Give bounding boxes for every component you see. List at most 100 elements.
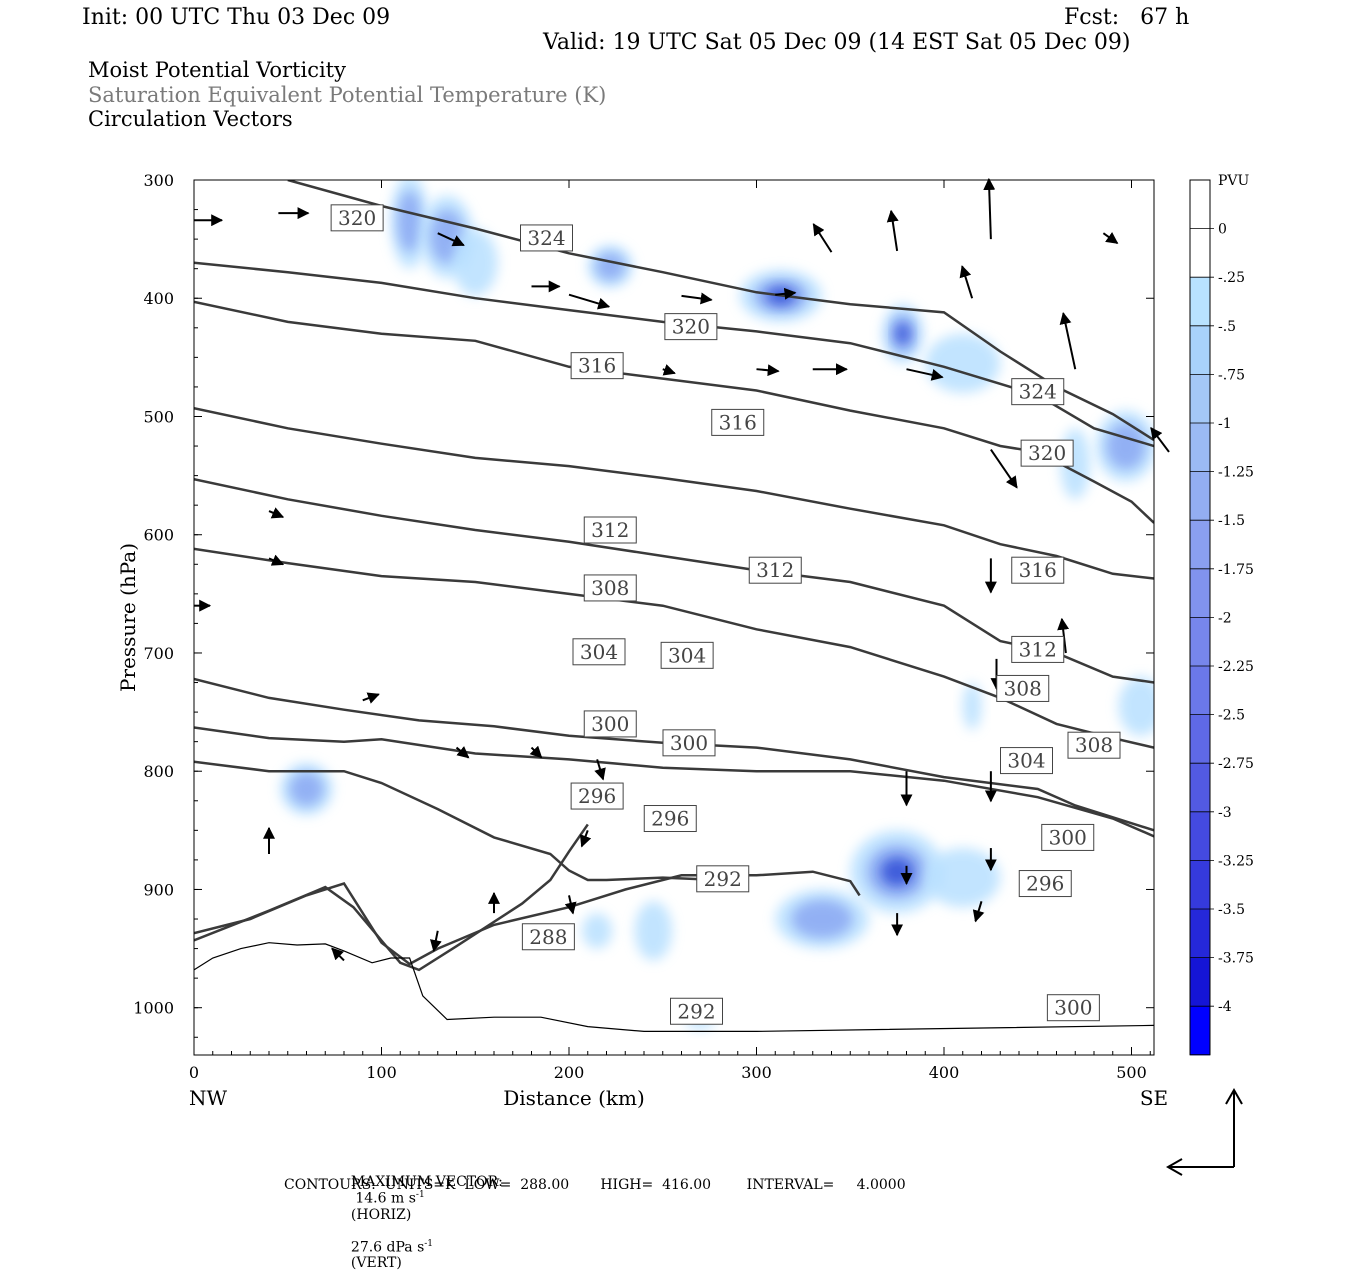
colorbar-label: -1.5 xyxy=(1218,513,1245,529)
y-tick-label: 700 xyxy=(143,644,174,663)
max-vector-vert: 27.6 dPa s xyxy=(350,1239,425,1256)
colorbar-label: -.25 xyxy=(1218,270,1245,286)
colorbar-swatch xyxy=(1190,617,1210,667)
theta-contour-300 xyxy=(194,726,1154,838)
x-tick-label: 200 xyxy=(554,1063,585,1082)
colorbar-label: -.75 xyxy=(1218,367,1245,383)
contour-label: 320 xyxy=(664,313,718,341)
y-tick-label: 400 xyxy=(143,289,174,308)
colorbar-swatch xyxy=(1190,666,1210,716)
pv-blob xyxy=(1118,676,1154,736)
circulation-vector xyxy=(529,745,543,759)
pv-blob xyxy=(289,772,324,806)
y-tick-label: 500 xyxy=(143,407,174,426)
pv-blob xyxy=(595,252,625,281)
y-tick-label: 900 xyxy=(143,880,174,899)
contour-label: 316 xyxy=(570,352,624,380)
x-tick-label: 300 xyxy=(741,1063,772,1082)
contour-label-text: 312 xyxy=(591,518,629,542)
contour-label-text: 296 xyxy=(578,784,616,808)
theta-contour-324 xyxy=(194,261,1154,448)
colorbar-label: -.5 xyxy=(1218,319,1236,335)
y-axis-title: Pressure (hPa) xyxy=(116,543,140,692)
y-tick-label: 1000 xyxy=(133,999,174,1018)
contour-label-text: 312 xyxy=(1019,637,1057,661)
contour-label: 300 xyxy=(662,729,716,757)
colorbar-label: -1 xyxy=(1218,416,1232,432)
contour-label-text: 324 xyxy=(527,226,565,250)
y-tick-label: 300 xyxy=(143,171,174,190)
circulation-vector xyxy=(437,232,465,247)
contour-label: 300 xyxy=(1046,994,1100,1022)
circulation-vector xyxy=(1102,232,1119,245)
contour-label-text: 316 xyxy=(578,354,616,378)
axes: 0 100 200 300 400 500 300 400 500 600 700 800 900 100… xyxy=(116,171,1168,1110)
contour-label-text: 316 xyxy=(1019,558,1057,582)
contour-label: 300 xyxy=(583,710,637,738)
circulation-vector xyxy=(455,746,470,759)
contour-label: 296 xyxy=(570,782,624,810)
circulation-vector xyxy=(812,223,833,253)
pv-colorbar: PVU 0 -.25 -.5 -.75 -1 -1.25 -1.5 -1.75 -2 -2.25 -2… xyxy=(1189,173,1254,1056)
max-vector-vert-unit: (VERT) xyxy=(350,1255,402,1271)
circulation-vector xyxy=(990,449,1018,489)
colorbar-label: 0 xyxy=(1218,222,1227,238)
contour-label: 308 xyxy=(1067,731,1121,759)
contour-label-text: 320 xyxy=(338,206,376,230)
pv-blob xyxy=(962,682,982,730)
x-tick-label: 500 xyxy=(1116,1063,1147,1082)
contour-label-text: 320 xyxy=(672,315,710,339)
circulation-vector xyxy=(362,692,380,704)
x-axis-title: Distance (km) xyxy=(503,1086,645,1110)
max-vector-note: MAXIMUM VECTOR: 14.6 m s-1 (HORIZ) 27.6 … xyxy=(342,1158,503,1271)
unit-exponent: -1 xyxy=(424,1238,434,1249)
colorbar-label: -2.5 xyxy=(1218,708,1245,724)
pv-blob xyxy=(791,899,853,939)
contour-label-text: 316 xyxy=(719,410,757,434)
contour-label-text: 304 xyxy=(580,640,618,664)
reference-vector-icon xyxy=(1165,1087,1243,1176)
cross-section-chart: 320 324 320 316 316 324 320 316 312 312 308 312 304 3… xyxy=(116,171,1254,1176)
colorbar-swatch xyxy=(1190,520,1210,570)
circulation-vector xyxy=(756,364,780,377)
theta-contour-292 xyxy=(194,870,861,966)
x-end-label-nw: NW xyxy=(189,1086,228,1110)
pv-blob xyxy=(880,857,914,887)
circulation-vector xyxy=(268,507,285,519)
contour-info: CONTOURS: UNITS=K LOW= 288.00 HIGH= 416.… xyxy=(284,1177,906,1193)
contour-label: 296 xyxy=(643,805,697,833)
colorbar-label: -3.5 xyxy=(1218,902,1245,918)
theta-contour-328 xyxy=(287,180,1154,442)
contour-label: 300 xyxy=(1041,823,1095,851)
circulation-vector xyxy=(568,293,611,310)
contour-label-text: 304 xyxy=(1007,749,1045,773)
contour-label: 308 xyxy=(583,574,637,602)
contour-label-text: 292 xyxy=(704,867,742,891)
colorbar-swatch xyxy=(1190,325,1210,375)
contour-label-text: 304 xyxy=(668,643,706,667)
colorbar-swatch xyxy=(1190,180,1210,230)
colorbar-label: -3 xyxy=(1218,805,1232,821)
colorbar-label: -2.75 xyxy=(1218,756,1254,772)
contour-label: 324 xyxy=(520,224,573,252)
pv-blob xyxy=(582,913,613,949)
theta-contour-320 xyxy=(194,300,1154,524)
colorbar-label: -2.25 xyxy=(1218,659,1254,675)
circulation-vector xyxy=(1059,312,1077,370)
colorbar-swatch xyxy=(1190,811,1210,861)
pv-blob xyxy=(925,848,1001,908)
colorbar-swatch xyxy=(1190,471,1210,521)
contour-label-text: 308 xyxy=(1004,676,1042,700)
contour-label-text: 320 xyxy=(1028,441,1066,465)
valid-time: Valid: 19 UTC Sat 05 Dec 09 (14 EST Sat … xyxy=(543,30,1131,55)
circulation-vector xyxy=(564,895,577,915)
terrain-path xyxy=(193,942,1155,1032)
contour-label-text: 300 xyxy=(1054,996,1092,1020)
x-tick-label: 0 xyxy=(189,1063,199,1082)
circulation-vector xyxy=(906,368,944,381)
contour-label: 320 xyxy=(330,204,384,232)
theta-contour-296 xyxy=(194,760,720,882)
circulation-vector xyxy=(775,287,797,300)
circulation-vector xyxy=(579,829,592,848)
colorbar-swatch xyxy=(1190,860,1210,910)
